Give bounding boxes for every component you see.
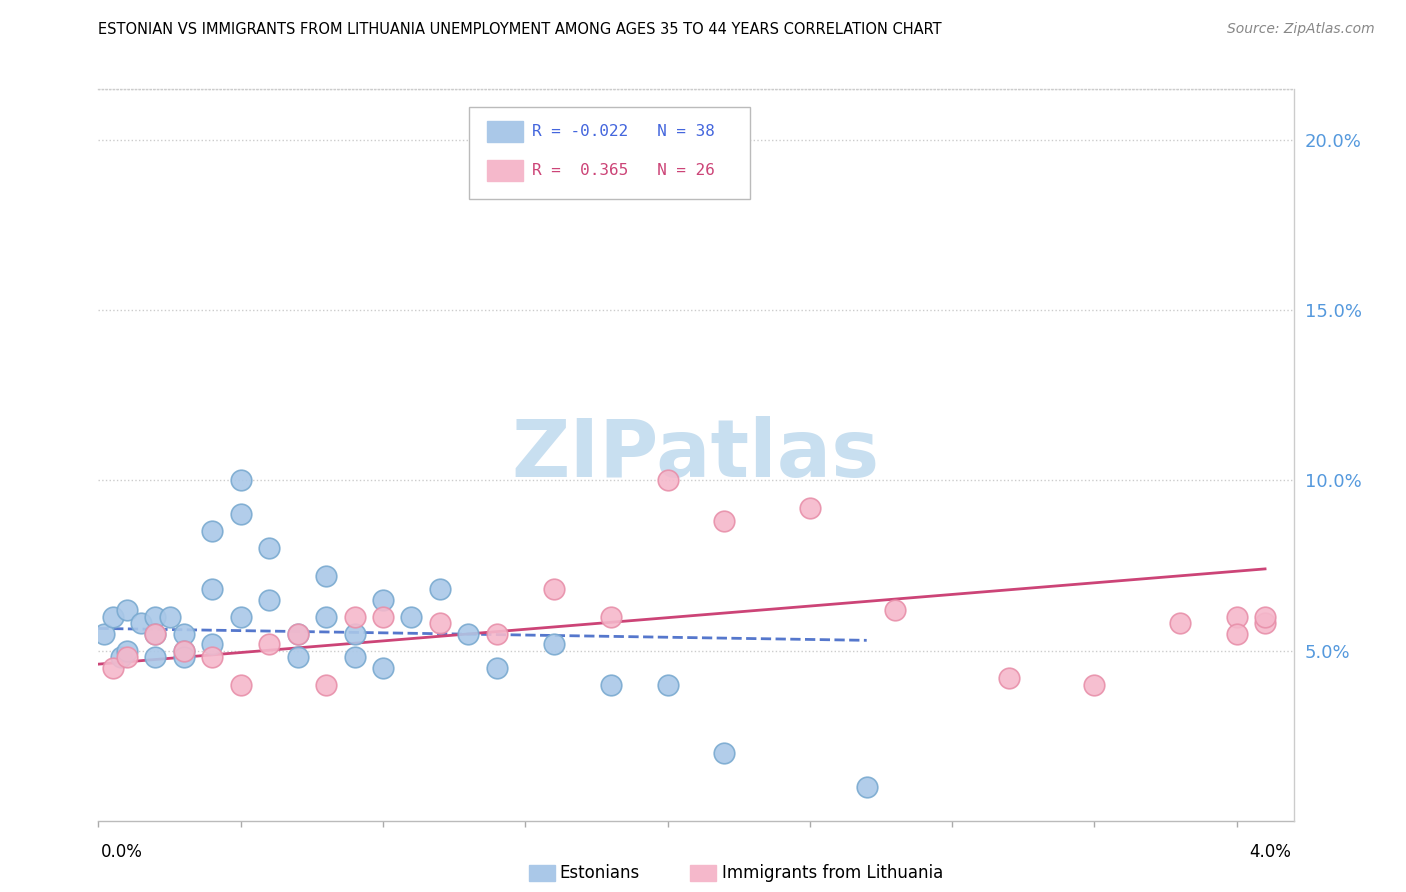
Text: R =  0.365   N = 26: R = 0.365 N = 26 — [533, 163, 716, 178]
Point — [287, 626, 309, 640]
Point — [173, 650, 195, 665]
Point — [201, 582, 224, 597]
Point — [173, 643, 195, 657]
Point — [799, 500, 821, 515]
Point — [343, 650, 366, 665]
Point — [257, 592, 280, 607]
Point — [101, 609, 124, 624]
Point — [115, 643, 138, 657]
Point — [201, 650, 224, 665]
Point — [101, 660, 124, 674]
Point — [115, 603, 138, 617]
Point — [1226, 609, 1249, 624]
Text: R = -0.022   N = 38: R = -0.022 N = 38 — [533, 124, 716, 139]
Point — [115, 650, 138, 665]
Point — [257, 637, 280, 651]
Text: Estonians: Estonians — [560, 864, 640, 882]
Point — [315, 568, 337, 582]
Text: ZIPatlas: ZIPatlas — [512, 416, 880, 494]
Point — [159, 609, 181, 624]
Point — [485, 626, 508, 640]
Point — [143, 626, 166, 640]
Text: 0.0%: 0.0% — [101, 843, 143, 861]
Point — [1168, 616, 1191, 631]
Point — [884, 603, 907, 617]
Point — [713, 514, 735, 528]
Point — [173, 643, 195, 657]
Point — [657, 677, 679, 691]
Point — [287, 626, 309, 640]
Point — [371, 609, 394, 624]
Point — [229, 508, 252, 522]
Point — [1254, 616, 1277, 631]
Point — [129, 616, 152, 631]
Text: 4.0%: 4.0% — [1249, 843, 1291, 861]
Point — [229, 677, 252, 691]
Point — [998, 671, 1021, 685]
Text: Immigrants from Lithuania: Immigrants from Lithuania — [723, 864, 943, 882]
Bar — [529, 865, 555, 881]
Point — [713, 746, 735, 760]
Text: ESTONIAN VS IMMIGRANTS FROM LITHUANIA UNEMPLOYMENT AMONG AGES 35 TO 44 YEARS COR: ESTONIAN VS IMMIGRANTS FROM LITHUANIA UN… — [98, 22, 942, 37]
Point — [143, 626, 166, 640]
Point — [543, 637, 565, 651]
Point — [287, 650, 309, 665]
Point — [229, 609, 252, 624]
Point — [315, 677, 337, 691]
Point — [543, 582, 565, 597]
Point — [1226, 626, 1249, 640]
Point — [1254, 609, 1277, 624]
Point — [599, 677, 621, 691]
Point — [457, 626, 479, 640]
Point — [201, 637, 224, 651]
Point — [343, 609, 366, 624]
Y-axis label: Unemployment Among Ages 35 to 44 years: Unemployment Among Ages 35 to 44 years — [0, 287, 7, 623]
Point — [229, 474, 252, 488]
Point — [1083, 677, 1105, 691]
Point — [371, 660, 394, 674]
Bar — [486, 121, 523, 142]
Point — [599, 609, 621, 624]
Point — [429, 582, 451, 597]
Bar — [486, 161, 523, 180]
Point — [143, 609, 166, 624]
Point — [401, 609, 423, 624]
Point — [343, 626, 366, 640]
Bar — [690, 865, 716, 881]
Point — [371, 592, 394, 607]
Point — [201, 524, 224, 539]
Point — [173, 626, 195, 640]
Text: Source: ZipAtlas.com: Source: ZipAtlas.com — [1227, 22, 1375, 37]
FancyBboxPatch shape — [470, 108, 749, 199]
Point — [93, 626, 115, 640]
Point — [429, 616, 451, 631]
Point — [657, 474, 679, 488]
Point — [315, 609, 337, 624]
Point — [110, 650, 132, 665]
Point — [485, 660, 508, 674]
Point — [143, 650, 166, 665]
Point — [257, 541, 280, 556]
Point — [855, 780, 877, 794]
